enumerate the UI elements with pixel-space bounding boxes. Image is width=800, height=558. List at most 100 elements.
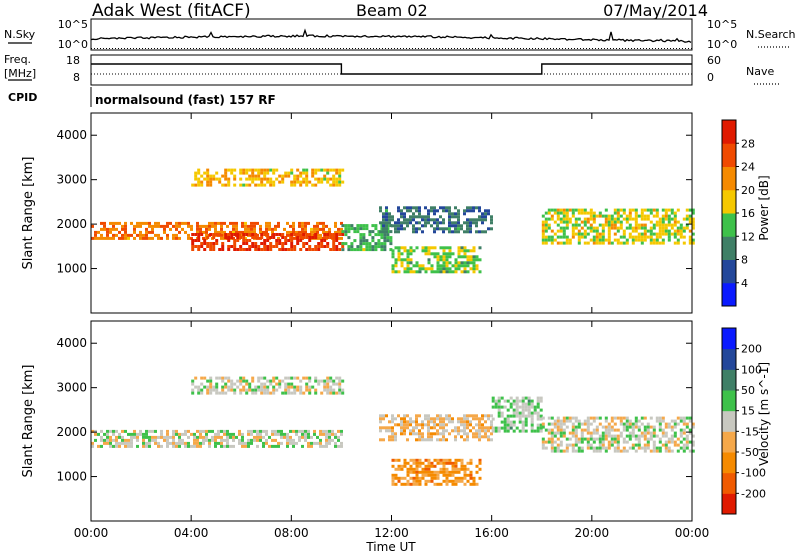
echo-cell (262, 444, 265, 448)
echo-cell (347, 245, 351, 249)
echo-cell (550, 208, 554, 212)
echo-cell (238, 230, 241, 234)
echo-cell (616, 428, 620, 432)
echo-cell (338, 388, 342, 392)
echo-cell (284, 242, 288, 245)
echo-cell (469, 258, 473, 262)
echo-cell (601, 434, 605, 438)
echo-cell (409, 218, 412, 222)
echo-cell (359, 224, 363, 228)
echo-cell (691, 422, 695, 426)
echo-cell (287, 239, 291, 242)
echo-cell (622, 217, 626, 221)
echo-cell (652, 443, 656, 447)
echo-cell (598, 214, 602, 218)
echo-cell (451, 479, 455, 483)
echo-cell (286, 444, 289, 448)
echo-cell (533, 429, 537, 433)
echo-cell (637, 223, 641, 227)
echo-cell (254, 174, 258, 178)
echo-cell (335, 168, 339, 172)
echo-cell (382, 221, 385, 225)
echo-cell (595, 416, 599, 420)
echo-cell (463, 249, 467, 253)
echo-cell (184, 230, 187, 234)
echo-cell (497, 414, 501, 418)
echo-cell (154, 224, 157, 228)
echo-cell (682, 229, 686, 233)
echo-cell (316, 230, 319, 234)
echo-cell (278, 248, 282, 251)
echo-cell (275, 233, 279, 236)
echo-cell (112, 227, 115, 231)
echo-cell (409, 432, 412, 436)
echo-cell (509, 423, 513, 427)
echo-cell (154, 441, 157, 445)
echo-cell (469, 227, 472, 231)
echo-cell (335, 391, 339, 395)
echo-cell (547, 211, 551, 215)
echo-cell (436, 473, 440, 477)
echo-cell (497, 399, 501, 403)
colorbar-tick-label: 24 (741, 161, 755, 174)
echo-cell (269, 379, 273, 383)
echo-cell (559, 208, 563, 212)
echo-cell (326, 388, 330, 392)
echo-cell (296, 174, 300, 178)
echo-cell (688, 241, 692, 245)
echo-cell (649, 220, 653, 224)
echo-cell (491, 429, 495, 433)
echo-cell (646, 431, 650, 435)
echo-cell (154, 429, 157, 433)
echo-cell (568, 208, 572, 212)
echo-cell (223, 444, 226, 448)
echo-cell (433, 212, 436, 216)
echo-cell (571, 214, 575, 218)
freq-tick-top: 18 (66, 54, 80, 67)
echo-cell (308, 233, 312, 236)
echo-cell (247, 429, 250, 433)
echo-cell (583, 428, 587, 432)
echo-cell (175, 233, 178, 237)
echo-cell (439, 267, 443, 271)
echo-cell (433, 230, 436, 234)
echo-cell (274, 429, 277, 433)
echo-cell (427, 467, 431, 471)
echo-cell (544, 220, 548, 224)
echo-cell (565, 449, 569, 453)
echo-cell (424, 218, 427, 222)
echo-cell (418, 429, 421, 433)
echo-cell (334, 435, 337, 439)
echo-cell (385, 414, 388, 418)
echo-cell (412, 467, 416, 471)
echo-cell (565, 217, 569, 221)
echo-cell (97, 432, 100, 436)
echo-cell (679, 229, 683, 233)
echo-cell (445, 261, 449, 265)
echo-cell (481, 426, 484, 430)
echo-cell (157, 236, 160, 240)
echo-cell (607, 220, 611, 224)
echo-cell (658, 425, 662, 429)
echo-cell (248, 385, 252, 389)
echo-cell (127, 441, 130, 445)
echo-cell (106, 230, 109, 234)
echo-cell (451, 429, 454, 433)
echo-cell (344, 224, 348, 228)
echo-cell (589, 422, 593, 426)
echo-cell (533, 408, 537, 412)
echo-cell (311, 171, 315, 175)
echo-cell (415, 470, 419, 474)
echo-cell (274, 227, 277, 231)
echo-cell (160, 429, 163, 433)
echo-cell (586, 419, 590, 423)
echo-cell (574, 434, 578, 438)
echo-cell (676, 449, 680, 453)
echo-cell (256, 432, 259, 436)
echo-cell (472, 482, 476, 486)
echo-cell (326, 382, 330, 386)
echo-cell (280, 432, 283, 436)
echo-cell (394, 227, 397, 231)
echo-band (541, 208, 695, 245)
